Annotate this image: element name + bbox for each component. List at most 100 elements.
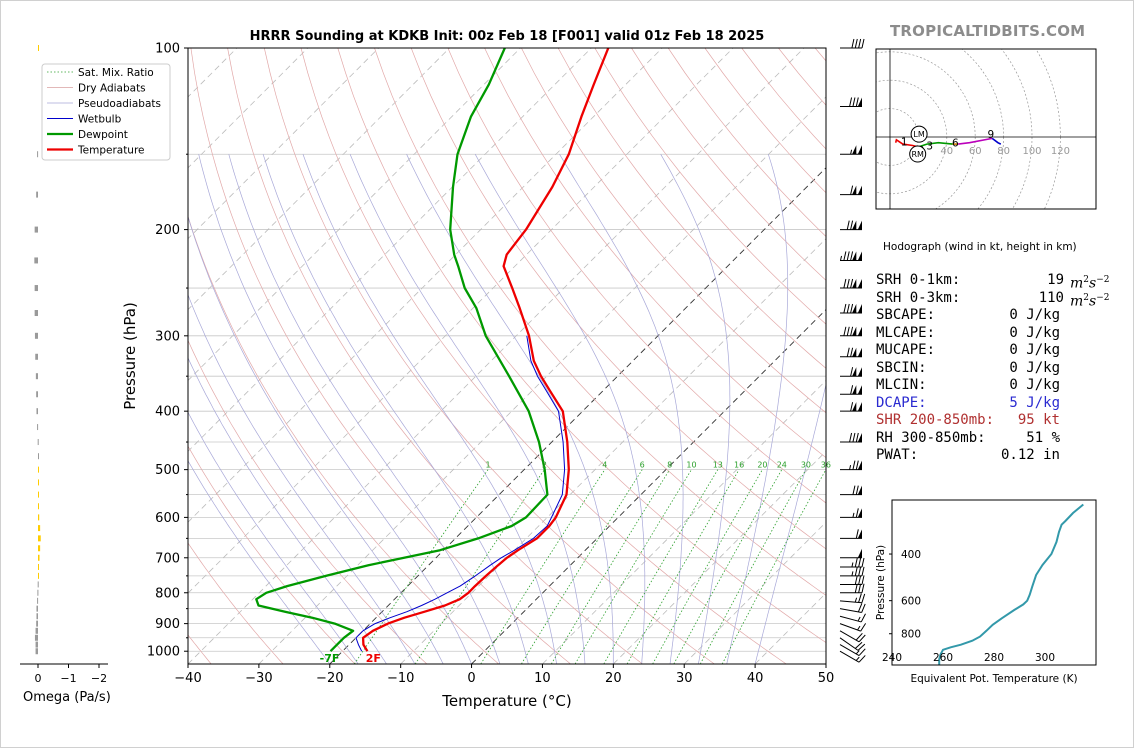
wind-barb-full	[852, 485, 856, 495]
wind-barb-full	[857, 603, 863, 613]
dry-adiabat	[631, 48, 826, 281]
theta-e-plot-area	[938, 503, 1084, 665]
pseudoadiabat	[188, 215, 444, 664]
isotherm-line	[188, 48, 592, 452]
mixing-ratio-line	[603, 469, 719, 664]
wind-barb-flag	[857, 508, 862, 518]
omega-bar	[34, 634, 38, 641]
wind-barb-flag	[857, 367, 862, 377]
wind-barb-flag	[857, 347, 862, 357]
mixing-ratio-line	[721, 469, 826, 664]
legend-box	[41, 63, 171, 161]
omega-bar	[38, 545, 41, 552]
legend-label: Pseudoadiabats	[78, 98, 161, 110]
dry-adiabat	[263, 48, 715, 664]
stat-key: SRH 0-1km:	[876, 272, 961, 288]
y-tick-label: 500	[155, 463, 180, 478]
wind-barb-staff	[839, 630, 860, 643]
theta-e-y-tick-label: 800	[901, 629, 921, 641]
x-tick-label: −30	[245, 671, 272, 686]
stats-panel: SRH 0-1km: 19 m2s−2 SRH 0-3km: 110 m2s−2 SBCAP…	[876, 272, 1126, 465]
wind-barb-flag	[852, 220, 857, 230]
stat-value: 0 J/kg	[1009, 324, 1060, 341]
stat-row: MLCIN: 0 J/kg	[876, 377, 1126, 395]
isotherm-line	[188, 48, 805, 664]
stat-row: DCAPE: 5 J/kg	[876, 395, 1126, 413]
isotherm-line	[188, 48, 734, 594]
wind-barb-flag	[857, 548, 862, 558]
wind-barb-staff	[839, 608, 862, 613]
wind-barb	[840, 145, 862, 155]
omega-x-tick-label: 0	[35, 672, 42, 685]
stat-value: 95 kt	[1017, 412, 1060, 428]
wind-barb-full	[858, 648, 866, 656]
x-tick-label: 40	[747, 671, 764, 686]
wind-barb-flag	[857, 485, 862, 495]
wind-barb	[840, 385, 862, 395]
wind-barb-half	[840, 255, 843, 261]
y-tick-label: 600	[155, 511, 180, 526]
wind-barb-flag	[852, 402, 857, 412]
wind-barb	[840, 38, 865, 49]
hodograph-chart: 2040608010012012369LMRM	[875, 48, 1097, 210]
x-tick-label: −40	[174, 671, 201, 686]
storm-motion-marker	[909, 145, 927, 163]
wind-barb-staff	[839, 637, 859, 651]
stat-value: 0 J/kg	[1009, 342, 1060, 358]
wind-barb	[840, 278, 862, 289]
dry-adiabat	[188, 542, 284, 664]
wind-barb-flag	[857, 145, 862, 155]
isotherm-line	[188, 48, 521, 382]
wind-barb-full	[855, 508, 859, 518]
wind-barb-full	[854, 641, 863, 649]
stat-row: SBCAPE: 0 J/kg	[876, 307, 1126, 325]
chart-title: HRRR Sounding at KDKB Init: 00z Feb 18 […	[250, 29, 765, 44]
dewpoint-line	[255, 48, 549, 653]
omega-bar	[36, 605, 38, 612]
wind-barb-flag	[852, 385, 857, 395]
mixing-ratio-line	[652, 469, 763, 664]
surface-temperature-label: 2F	[366, 652, 381, 665]
stat-unit-part: m	[1070, 275, 1084, 292]
wind-barb	[840, 557, 865, 568]
hodograph-segment	[918, 141, 953, 148]
dry-adiabat	[188, 445, 356, 664]
stat-unit-part: 2	[1083, 292, 1090, 303]
wind-barb-half	[850, 149, 853, 155]
wind-barb	[839, 623, 867, 632]
stat-unit-part: m	[1070, 293, 1084, 310]
mixing-ratio-label: 30	[801, 461, 811, 470]
omega-bar	[34, 226, 38, 233]
wind-barb-flag	[852, 279, 857, 289]
omega-chart: 0 −1 −2	[20, 45, 108, 685]
wind-barb-full	[854, 583, 858, 593]
wetbulb-line	[355, 335, 566, 652]
wind-barb-flag	[857, 460, 862, 470]
wind-barb-full	[850, 303, 854, 314]
wind-barb-full	[846, 220, 850, 230]
theta-e-x-tick-label: 240	[882, 652, 902, 664]
omega-bar	[37, 151, 39, 158]
wind-barb-half	[851, 562, 854, 568]
wind-barb-full	[852, 432, 856, 443]
mixing-ratio-label: 13	[713, 461, 723, 470]
stat-unit-part: 2	[1083, 275, 1090, 285]
wind-barb-flag	[857, 220, 862, 230]
stat-unit-part: −2	[1096, 275, 1110, 285]
pseudoadiabat	[228, 154, 501, 664]
theta-e-x-tick-label: 260	[933, 652, 953, 664]
wind-barb-flag	[852, 326, 857, 336]
stat-value: 51 %	[1026, 429, 1060, 446]
wind-barb-full	[843, 278, 847, 289]
isotherm-line	[542, 379, 826, 664]
omega-bar	[37, 581, 39, 588]
stat-key: RH 300-850mb:	[876, 429, 986, 446]
omega-bar	[35, 353, 38, 360]
wind-barb-flag	[857, 185, 862, 195]
y-tick-label: 200	[155, 223, 180, 238]
storm-motion-label: RM	[911, 150, 924, 159]
dry-adiabat	[594, 48, 826, 325]
omega-bar	[38, 525, 41, 532]
wind-barb-half	[851, 571, 854, 576]
stat-key: SRH 0-3km:	[876, 289, 961, 306]
